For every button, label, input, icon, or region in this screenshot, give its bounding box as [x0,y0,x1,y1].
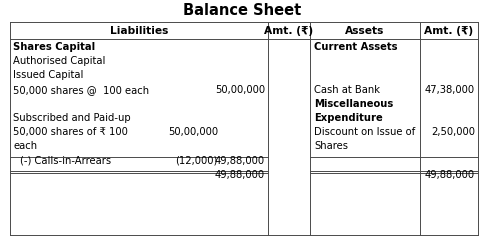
Text: Subscribed and Paid-up: Subscribed and Paid-up [13,113,130,123]
Text: Miscellaneous: Miscellaneous [313,99,393,109]
Text: Assets: Assets [345,26,384,36]
Text: 50,000 shares of ₹ 100: 50,000 shares of ₹ 100 [13,127,128,137]
Text: 47,38,000: 47,38,000 [424,84,474,94]
Text: 49,88,000: 49,88,000 [214,156,264,166]
Text: Authorised Capital: Authorised Capital [13,56,105,66]
Text: 50,00,000: 50,00,000 [167,127,217,137]
Text: Liabilities: Liabilities [109,26,168,36]
Text: Shares Capital: Shares Capital [13,42,95,52]
Text: 50,000 shares @  100 each: 50,000 shares @ 100 each [13,84,149,94]
Text: (-) Calls-in-Arrears: (-) Calls-in-Arrears [20,156,111,166]
Text: 49,88,000: 49,88,000 [424,170,474,180]
Text: 49,88,000: 49,88,000 [214,170,264,180]
Text: Current Assets: Current Assets [313,42,397,52]
Text: 2,50,000: 2,50,000 [430,127,474,137]
Text: each: each [13,142,37,152]
Text: Issued Capital: Issued Capital [13,70,83,81]
Text: Balance Sheet: Balance Sheet [182,3,301,18]
Text: Expenditure: Expenditure [313,113,382,123]
Text: Shares: Shares [313,142,348,152]
Text: 50,00,000: 50,00,000 [214,84,264,94]
Text: Amt. (₹): Amt. (₹) [424,26,472,36]
Text: (12,000): (12,000) [175,156,217,166]
Text: Cash at Bank: Cash at Bank [313,84,379,94]
Text: Discount on Issue of: Discount on Issue of [313,127,414,137]
Text: Amt. (₹): Amt. (₹) [264,26,313,36]
